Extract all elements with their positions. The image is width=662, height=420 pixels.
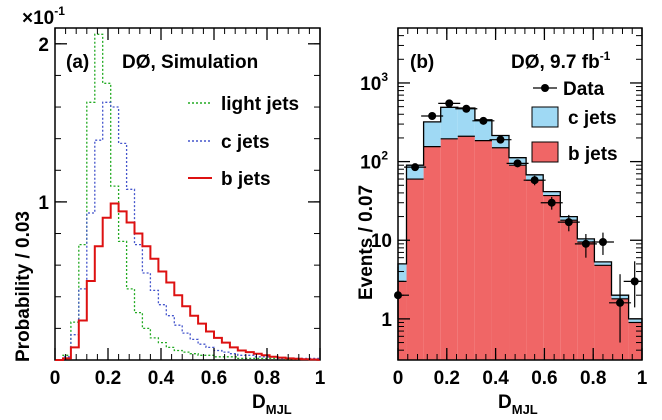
bar-c-jets <box>423 121 441 147</box>
bar-c-jets <box>543 191 561 196</box>
data-point <box>564 218 573 227</box>
bar-b-jets <box>398 281 407 360</box>
legend-swatch-c-jets <box>531 106 559 128</box>
x-tick-label: 0 <box>393 368 404 389</box>
panel-a-multiplier: ×10-1 <box>22 4 65 29</box>
y-tick-label: 1 <box>381 310 392 331</box>
bar-b-jets <box>440 138 458 360</box>
bar-c-jets <box>628 318 642 323</box>
x-tick-label: 0 <box>50 368 61 389</box>
legend-swatch-b-jets <box>531 141 559 163</box>
bar-c-jets <box>406 165 424 180</box>
legend-label-data: Data <box>563 79 605 100</box>
panel-a-legend: light jets c jets b jets <box>188 94 299 190</box>
bar-b-jets <box>594 265 612 360</box>
bar-b-jets <box>526 180 544 360</box>
bar-c-jets <box>474 119 492 141</box>
data-point <box>530 176 539 185</box>
bar-b-jets <box>457 136 475 360</box>
bar-b-jets <box>543 195 561 360</box>
data-point <box>547 198 556 207</box>
bar-c-jets <box>457 108 475 137</box>
data-point <box>513 159 522 168</box>
panel-b-header: DØ, 9.7 fb-1 <box>511 49 611 73</box>
legend-label-light-jets: light jets <box>221 94 299 115</box>
panel-a: 0 0.2 0.4 0.6 0.8 1 1 2 ×10-1 (a) DØ, Simulatio… <box>13 4 326 417</box>
bar-b-jets <box>509 165 527 360</box>
panel-b-frame <box>397 27 643 361</box>
panel-a-xlabel: DMJL <box>252 392 292 417</box>
x-tick-label: 0.6 <box>531 368 557 389</box>
x-tick-label: 0.2 <box>434 368 460 389</box>
data-point <box>496 135 505 144</box>
bar-c-jets <box>440 107 458 139</box>
x-tick-label: 0.8 <box>580 368 606 389</box>
x-tick-label: 0.4 <box>148 368 175 389</box>
bar-b-jets <box>577 241 595 360</box>
bar-b-jets <box>560 220 578 360</box>
panel-b-bars <box>398 107 642 360</box>
bar-b-jets <box>491 147 510 360</box>
bar-b-jets <box>628 322 642 360</box>
panel-b-label: (b) <box>410 52 434 73</box>
x-tick-label: 1 <box>315 368 326 389</box>
x-tick-label: 0.8 <box>254 368 280 389</box>
bar-b-jets <box>406 179 424 360</box>
data-point <box>616 298 625 307</box>
legend-label-b-jets-b: b jets <box>568 144 618 165</box>
panel-b-ylabel: Events / 0.07 <box>356 185 377 300</box>
panel-b: 0 0.2 0.4 0.6 0.8 1 1 10 102 103 (b) DØ, 9.7 fb-1… <box>356 27 648 417</box>
x-tick-label: 0.2 <box>95 368 121 389</box>
panel-b-legend: Data c jets b jets <box>531 79 618 165</box>
panel-a-series-group <box>55 33 320 361</box>
data-point <box>462 104 471 113</box>
panel-b-data-points <box>394 99 642 343</box>
legend-label-b-jets: b jets <box>221 169 271 190</box>
x-tick-label: 0.4 <box>482 368 509 389</box>
bar-b-jets <box>423 146 441 360</box>
data-point <box>479 116 488 125</box>
legend-label-c-jets: c jets <box>221 132 270 153</box>
bar-c-jets <box>398 263 407 282</box>
panel-a-label: (a) <box>66 52 89 73</box>
panel-a-frame <box>54 27 321 361</box>
panel-a-header: DØ, Simulation <box>122 52 258 73</box>
data-point <box>581 239 590 248</box>
series-line-light-jets <box>55 33 320 361</box>
bar-c-jets <box>594 261 612 266</box>
x-tick-label: 1 <box>637 368 648 389</box>
y-tick-label: 103 <box>360 70 388 95</box>
panel-b-xlabel: DMJL <box>498 392 538 417</box>
data-point <box>428 112 437 121</box>
data-point <box>630 277 639 286</box>
x-tick-label: 0.6 <box>201 368 227 389</box>
data-point <box>411 163 420 172</box>
panel-a-ylabel: Probability / 0.03 <box>13 211 34 362</box>
y-tick-label: 2 <box>38 35 49 56</box>
panel-b-ticks: 0 0.2 0.4 0.6 0.8 1 1 10 102 103 <box>360 27 648 389</box>
stack-outline <box>397 106 643 360</box>
y-tick-label: 102 <box>360 149 388 174</box>
y-tick-label: 10 <box>371 231 392 252</box>
series-line-c-jets <box>55 101 320 361</box>
series-line-b-jets <box>55 202 320 361</box>
y-tick-label: 1 <box>38 193 49 214</box>
legend-marker-data <box>541 84 549 92</box>
data-point <box>445 99 454 108</box>
data-point <box>598 237 607 246</box>
legend-label-c-jets-b: c jets <box>568 108 617 129</box>
bar-b-jets <box>474 140 492 360</box>
panel-a-ticks: 0 0.2 0.4 0.6 0.8 1 1 2 <box>38 28 326 389</box>
